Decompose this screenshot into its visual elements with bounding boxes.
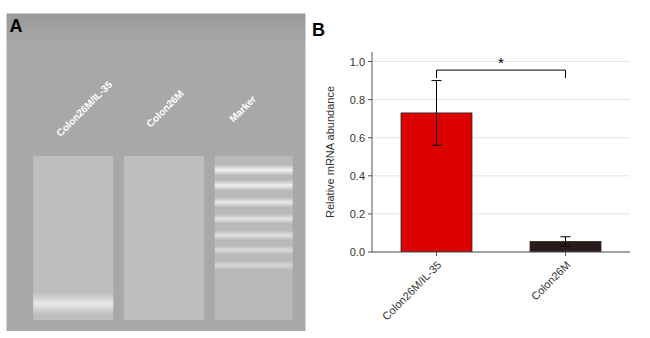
tick-mark (368, 213, 372, 214)
lane-label: Colon26M/IL-35 (54, 78, 114, 138)
panel-label: B (312, 20, 325, 40)
marks (401, 81, 601, 252)
lane-label: Colon26M (144, 88, 186, 130)
tick-label: 0.8 (350, 94, 365, 106)
gel-streak (7, 14, 306, 47)
tick-label: 1.0 (350, 56, 365, 68)
category-label: Colon26M/IL-35 (380, 259, 444, 323)
gel-marker-band (215, 165, 293, 176)
gel-marker-band (215, 214, 293, 224)
tick-mark (368, 61, 372, 62)
gel-marker-band (215, 180, 293, 191)
error-bar (561, 237, 571, 247)
significance-star: * (498, 54, 504, 71)
gel-panel: Colon26M/IL-35 Colon26M Marker A (7, 14, 306, 332)
category-label: Colon26M (529, 259, 573, 303)
lane-label: Marker (227, 93, 258, 124)
error-bar (432, 81, 442, 146)
tick-mark (565, 252, 566, 256)
tick-mark (368, 175, 372, 176)
tick-mark (368, 137, 372, 138)
tick-label: 0.2 (350, 208, 365, 220)
figure: Colon26M/IL-35Colon26MMarkerA0.00.20.40.… (0, 0, 650, 338)
gel-marker-band (215, 261, 293, 270)
panel-label: A (10, 16, 23, 36)
tick-mark (436, 252, 437, 256)
gel-marker-band (215, 230, 293, 240)
gel-lane (33, 156, 113, 320)
gel-marker-band (215, 246, 293, 255)
grid-line (372, 99, 630, 100)
gel-band (33, 293, 113, 315)
tick-label: 0.6 (350, 132, 365, 144)
tick-label: 0.4 (350, 170, 365, 182)
y-axis-label: Relative mRNA abundance (324, 86, 336, 218)
y-axis-line (372, 52, 373, 252)
tick-label: 0.0 (350, 246, 365, 258)
gel-lane (215, 156, 293, 320)
gel-background (7, 14, 306, 332)
tick-mark (368, 99, 372, 100)
grid-line (372, 252, 630, 253)
significance-bracket (437, 70, 566, 78)
tick-mark (368, 252, 372, 253)
gel-lane (124, 156, 204, 320)
x-axis-line (372, 252, 630, 253)
gel-marker-band (215, 197, 293, 207)
bar-panel: 0.0 0.2 0.4 0.6 0.8 1.0 Colon26M/IL-35 Colon26M… (312, 20, 630, 322)
